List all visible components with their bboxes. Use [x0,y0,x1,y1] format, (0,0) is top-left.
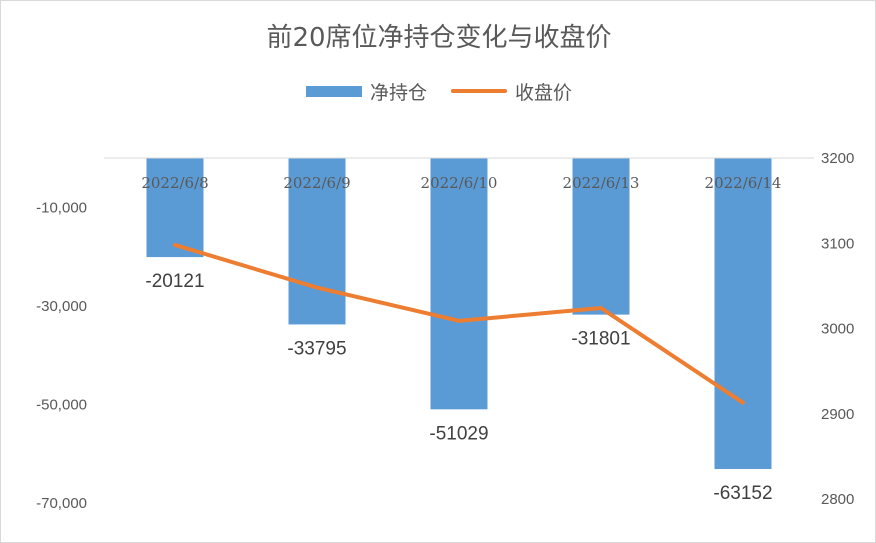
x-tick-label: 2022/6/8 [141,174,208,192]
y-right-tick-label: 2900 [821,406,854,423]
bar-2022/6/13 [572,158,630,315]
y-left-tick-label: -70,000 [36,495,87,512]
bar-2022/6/10 [430,158,488,410]
y-right-tick-label: 3000 [821,321,854,338]
bar-data-label: -51029 [429,423,488,444]
x-tick-label: 2022/6/10 [421,174,498,192]
legend-item-close-price: 收盘价 [451,78,572,105]
bar-2022/6/14 [714,158,772,470]
legend-line-swatch [451,89,507,93]
y-right-tick-label: 3100 [821,235,854,252]
bar-data-label: -31801 [571,329,630,350]
x-tick-label: 2022/6/14 [705,174,782,192]
legend: 净持仓 收盘价 [1,77,875,105]
y-left-tick-label: -50,000 [36,396,87,413]
y-left-tick-label: -10,000 [36,199,87,216]
x-tick-label: 2022/6/9 [283,174,350,192]
x-tick-label: 2022/6/13 [563,174,640,192]
bar-2022/6/9 [288,158,346,325]
bar-data-label: -63152 [713,483,772,504]
y-left-tick-label: -30,000 [36,298,87,315]
legend-bar-swatch [305,85,362,97]
bar-data-label: -20121 [145,271,204,292]
y-right-tick-label: 3200 [821,150,854,167]
legend-label-close-price: 收盘价 [515,81,573,104]
y-right-tick-label: 2800 [821,491,854,508]
chart-title: 前20席位净持仓变化与收盘价 [266,23,612,53]
bar-data-label: -33795 [287,338,346,359]
bar-2022/6/8 [146,158,204,258]
legend-label-net-position: 净持仓 [369,81,427,104]
legend-item-net-position: 净持仓 [305,78,427,105]
